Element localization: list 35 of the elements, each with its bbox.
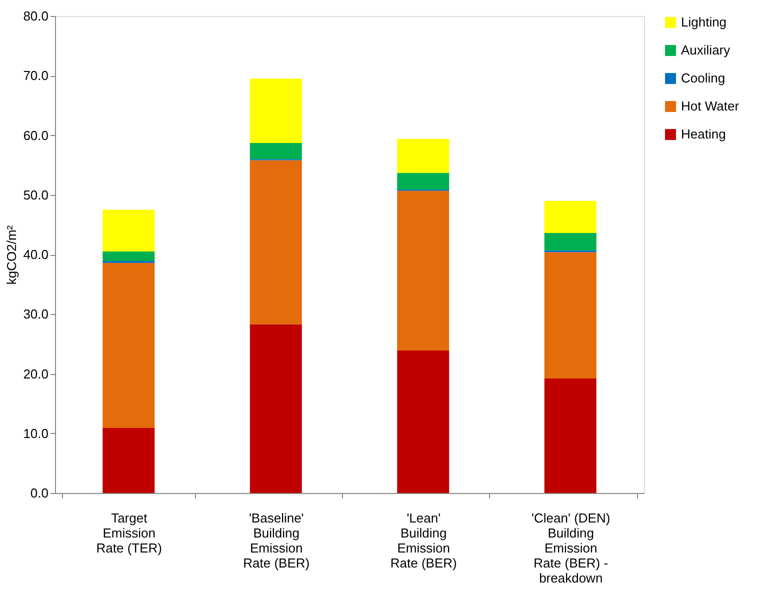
legend-label: Lighting xyxy=(681,14,727,30)
bar xyxy=(250,324,302,493)
x-tick-label: 'Lean' Building Emission Rate (BER) xyxy=(390,510,457,570)
bar xyxy=(397,138,450,173)
bar xyxy=(102,262,155,428)
y-tick-label: 0.0 xyxy=(30,486,48,500)
bar xyxy=(544,233,596,250)
bar xyxy=(397,350,450,493)
bar xyxy=(250,78,302,143)
y-tick-label: 70.0 xyxy=(23,68,48,84)
y-tick-label: 60.0 xyxy=(23,128,48,143)
legend-label: Heating xyxy=(681,126,726,142)
x-tick-label: 'Baseline' Building Emission Rate (BER) xyxy=(243,510,310,570)
y-tick-label: 80.0 xyxy=(23,8,48,24)
legend-label: Hot Water xyxy=(681,98,740,114)
y-tick-label: 50.0 xyxy=(23,187,48,202)
bar xyxy=(102,210,155,252)
y-tick-label: 10.0 xyxy=(23,426,48,441)
y-tick-label: 30.0 xyxy=(23,306,48,322)
bar xyxy=(250,143,302,160)
legend-label: Auxiliary xyxy=(681,42,731,58)
bar xyxy=(250,160,302,324)
bar xyxy=(397,190,450,350)
bar xyxy=(544,378,596,493)
bar xyxy=(397,172,450,190)
bar xyxy=(102,428,155,493)
x-tick-label: 'Clean' (DEN) Building Emission Rate (BER) - breakdown xyxy=(532,510,610,586)
x-tick-label: Target Emission Rate (TER) xyxy=(96,510,162,556)
bar xyxy=(544,200,596,234)
bar xyxy=(102,252,155,262)
legend-label: Cooling xyxy=(681,70,726,86)
y-tick-label: 40.0 xyxy=(23,247,48,262)
bar xyxy=(544,252,596,379)
y-axis-title: kgCO2/m² xyxy=(4,224,20,285)
y-tick-label: 20.0 xyxy=(23,366,48,382)
